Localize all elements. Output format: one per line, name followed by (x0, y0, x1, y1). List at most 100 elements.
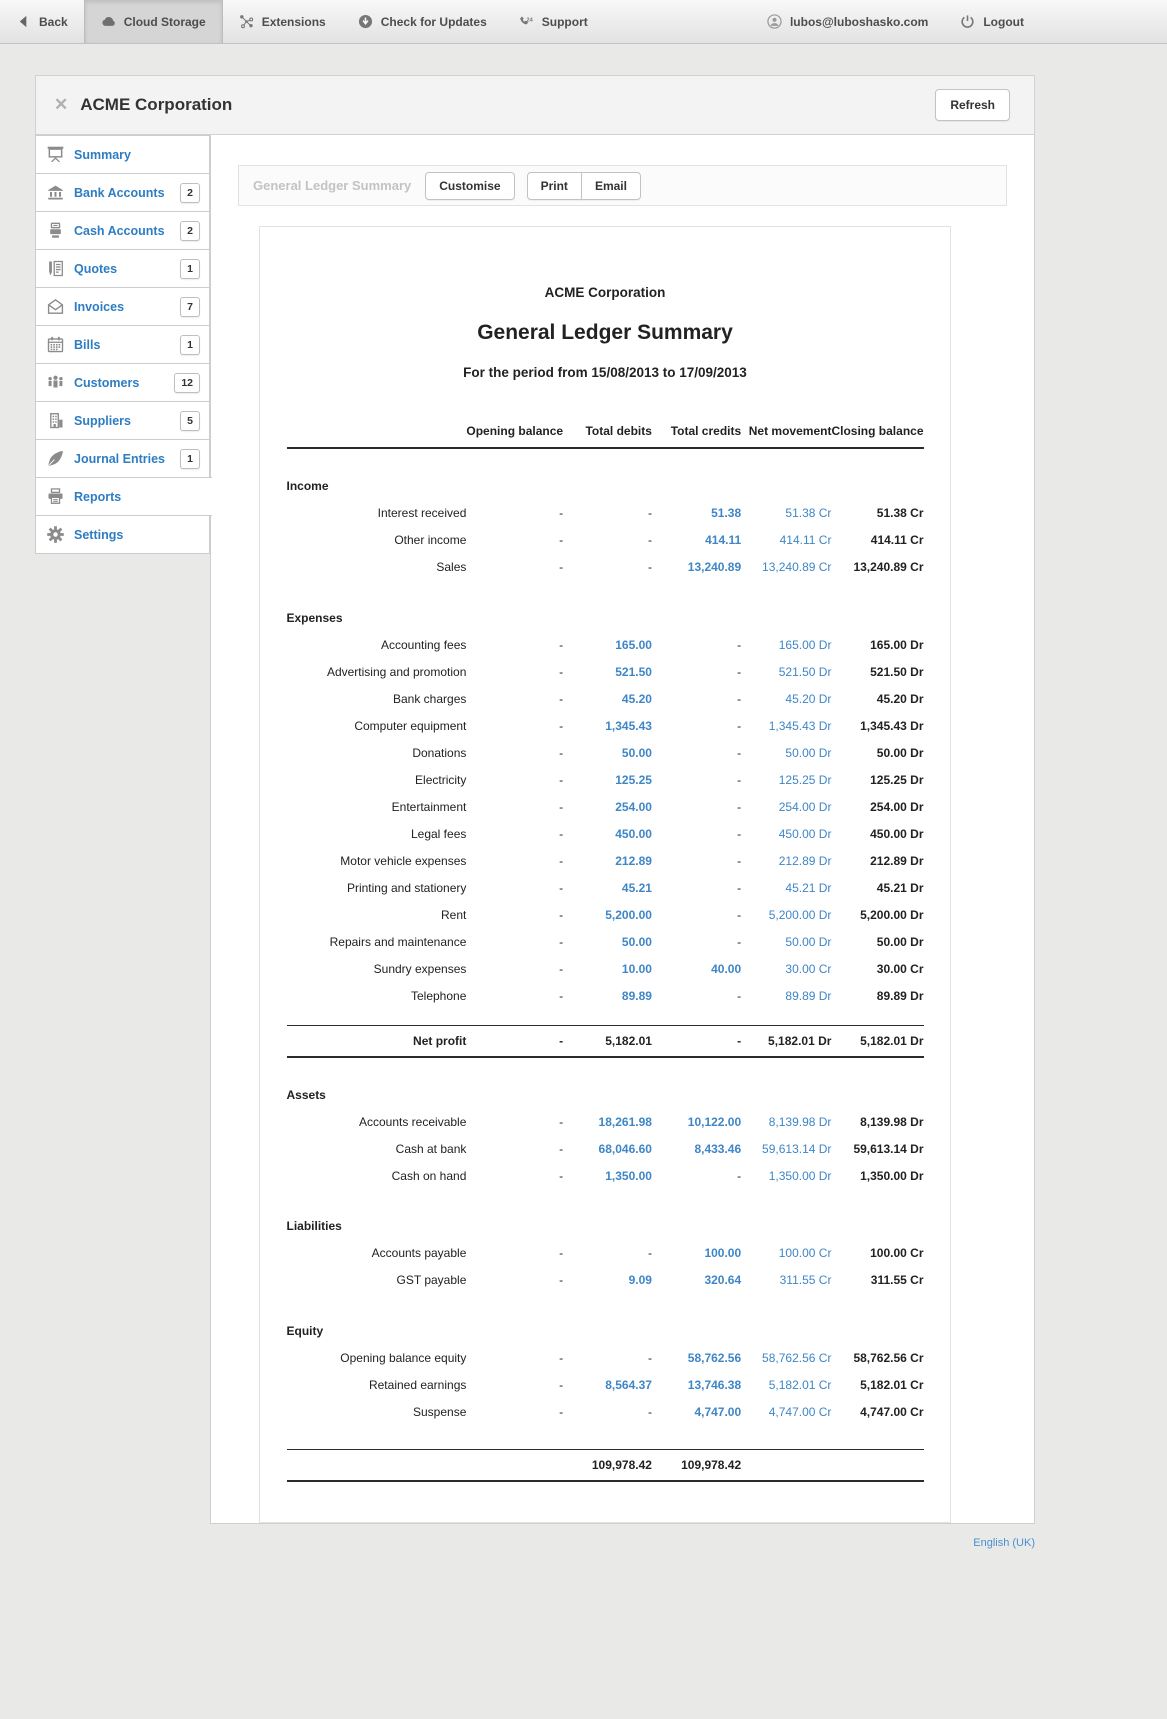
ledger-value-link[interactable]: 254.00 (615, 799, 652, 814)
content-area: General Ledger Summary Customise Print E… (210, 135, 1035, 1524)
value-cell: 8,139.98 Dr (831, 1108, 923, 1135)
sidebar-item-quotes[interactable]: Quotes 1 (35, 249, 210, 288)
ledger-value-link[interactable]: 40.00 (711, 961, 742, 976)
ledger-value-link[interactable]: 125.25 (615, 772, 652, 787)
ledger-value-link[interactable]: 50.00 Dr (785, 745, 832, 760)
ledger-value-link[interactable]: 100.00 Cr (778, 1246, 832, 1260)
value-cell: - (737, 799, 742, 814)
ledger-value-link[interactable]: 89.89 (621, 988, 652, 1003)
print-email-group: Print Email (526, 171, 641, 200)
sidebar-item-customers[interactable]: Customers 12 (35, 363, 210, 402)
value-cell: 50.00 (563, 928, 652, 955)
value-cell: - (651, 1024, 742, 1058)
value-cell: - (559, 691, 564, 706)
ledger-value-link[interactable]: 8,139.98 Dr (768, 1114, 832, 1129)
account-name: Other income (394, 533, 467, 547)
print-button[interactable]: Print (526, 171, 582, 200)
topnav-extensions[interactable]: Extensions (223, 0, 342, 43)
ledger-value-link[interactable]: 8,433.46 (694, 1141, 742, 1156)
topnav-check-for-updates[interactable]: Check for Updates (342, 0, 503, 43)
ledger-value-link[interactable]: 5,200.00 (605, 907, 652, 922)
ledger-value-link[interactable]: 50.00 (621, 745, 652, 760)
refresh-button[interactable]: Refresh (935, 89, 1010, 121)
value-cell: 100.00 Cr (831, 1240, 923, 1267)
ledger-value-link[interactable]: 100.00 (704, 1246, 742, 1260)
logout-button[interactable]: Logout (944, 0, 1040, 43)
ledger-value-link[interactable]: 450.00 Dr (778, 826, 832, 841)
ledger-value-link[interactable]: 68,046.60 (598, 1141, 652, 1156)
ledger-value-link[interactable]: 45.20 (621, 691, 652, 706)
ledger-value-link[interactable]: 10.00 (621, 961, 652, 976)
ledger-value-link[interactable]: 45.21 (621, 880, 652, 895)
sidebar-item-journal-entries[interactable]: Journal Entries 1 (35, 439, 210, 478)
ledger-value-link[interactable]: 5,200.00 Dr (768, 907, 832, 922)
value-cell: 125.25 (563, 766, 652, 793)
ledger-value-link[interactable]: 254.00 Dr (778, 799, 832, 814)
ledger-value-link[interactable]: 51.38 Cr (785, 506, 832, 520)
ledger-value-link[interactable]: 414.11 (705, 533, 742, 547)
sidebar-item-label: Bank Accounts (74, 185, 165, 200)
ledger-value-link[interactable]: 212.89 (615, 853, 652, 868)
ledger-value-link[interactable]: 1,350.00 Dr (768, 1168, 832, 1183)
ledger-value-link[interactable]: 8,564.37 (605, 1377, 652, 1392)
ledger-value-link[interactable]: 125.25 Dr (778, 772, 832, 787)
ledger-value-link[interactable]: 521.50 (615, 664, 652, 679)
ledger-value-link[interactable]: 89.89 Dr (785, 988, 832, 1003)
email-button[interactable]: Email (580, 171, 641, 200)
sidebar-item-summary[interactable]: Summary (35, 135, 210, 174)
ledger-value-link[interactable]: 9.09 (628, 1273, 652, 1287)
ledger-value-link[interactable]: 58,762.56 Cr (762, 1350, 832, 1365)
ledger-value-link[interactable]: 521.50 Dr (778, 664, 832, 679)
footer: English (UK) (35, 1533, 1035, 1551)
sidebar-item-bills[interactable]: Bills 1 (35, 325, 210, 364)
closing-balance-value: 89.89 Dr (876, 988, 924, 1003)
value-cell: - (647, 560, 652, 574)
settings-icon (47, 526, 64, 543)
account-button[interactable]: lubos@luboshasko.com (751, 0, 944, 43)
ledger-value-link[interactable]: 450.00 (615, 826, 652, 841)
sidebar-item-suppliers[interactable]: Suppliers 5 (35, 401, 210, 440)
ledger-value-link[interactable]: 45.20 Dr (785, 691, 832, 706)
back-button[interactable]: Back (0, 0, 84, 43)
closing-balance-value: 51.38 Cr (876, 506, 924, 520)
sidebar-item-settings[interactable]: Settings (35, 515, 210, 554)
ledger-value-link[interactable]: 1,350.00 (605, 1168, 652, 1183)
ledger-value-link[interactable]: 50.00 Dr (785, 934, 832, 949)
closing-balance-value: 59,613.14 Dr (853, 1141, 924, 1156)
ledger-value-link[interactable]: 1,345.43 (605, 718, 652, 733)
ledger-value-link[interactable]: 311.55 Cr (779, 1273, 832, 1287)
ledger-value-link[interactable]: 320.64 (704, 1273, 742, 1287)
sidebar-item-bank-accounts[interactable]: Bank Accounts 2 (35, 173, 210, 212)
ledger-value-link[interactable]: 13,240.89 Cr (762, 560, 832, 574)
ledger-value-link[interactable]: 212.89 Dr (778, 853, 832, 868)
value-cell: 4,747.00 Cr (831, 1398, 923, 1425)
language-link[interactable]: English (UK) (973, 1536, 1035, 1549)
ledger-value-link[interactable]: 4,747.00 (694, 1404, 742, 1419)
value-cell: 10,122.00 (652, 1108, 741, 1135)
customise-button[interactable]: Customise (425, 171, 515, 200)
sidebar-item-cash-accounts[interactable]: Cash Accounts 2 (35, 211, 210, 250)
ledger-value-link[interactable]: 18,261.98 (598, 1114, 652, 1129)
ledger-value-link[interactable]: 10,122.00 (687, 1114, 742, 1129)
ledger-value-link[interactable]: 45.21 Dr (785, 880, 832, 895)
ledger-value-link[interactable]: 414.11 Cr (779, 533, 832, 547)
close-icon[interactable]: ✕ (54, 95, 69, 114)
topnav-cloud-storage[interactable]: Cloud Storage (83, 0, 223, 43)
ledger-value-link[interactable]: 50.00 (621, 934, 652, 949)
ledger-value-link[interactable]: 4,747.00 Cr (768, 1404, 832, 1419)
table-row: Sales - - 13,240.89 13,240.89 Cr 13,240.89 Cr (287, 554, 923, 581)
count-badge: 2 (180, 220, 200, 241)
sidebar-item-reports[interactable]: Reports (35, 477, 212, 516)
ledger-value-link[interactable]: 58,762.56 (687, 1350, 742, 1365)
ledger-value-link[interactable]: 1,345.43 Dr (768, 718, 832, 733)
ledger-value-link[interactable]: 59,613.14 Dr (762, 1141, 832, 1156)
ledger-value-link[interactable]: 165.00 Dr (778, 637, 832, 652)
topnav-support[interactable]: 24 Support (503, 0, 604, 43)
sidebar-item-invoices[interactable]: Invoices 7 (35, 287, 210, 326)
ledger-value-link[interactable]: 30.00 Cr (785, 961, 832, 976)
ledger-value-link[interactable]: 165.00 (615, 637, 652, 652)
ledger-value-link[interactable]: 51.38 (711, 506, 742, 520)
ledger-value-link[interactable]: 5,182.01 Cr (768, 1377, 832, 1392)
ledger-value-link[interactable]: 13,240.89 (687, 560, 742, 574)
ledger-value-link[interactable]: 13,746.38 (687, 1377, 742, 1392)
